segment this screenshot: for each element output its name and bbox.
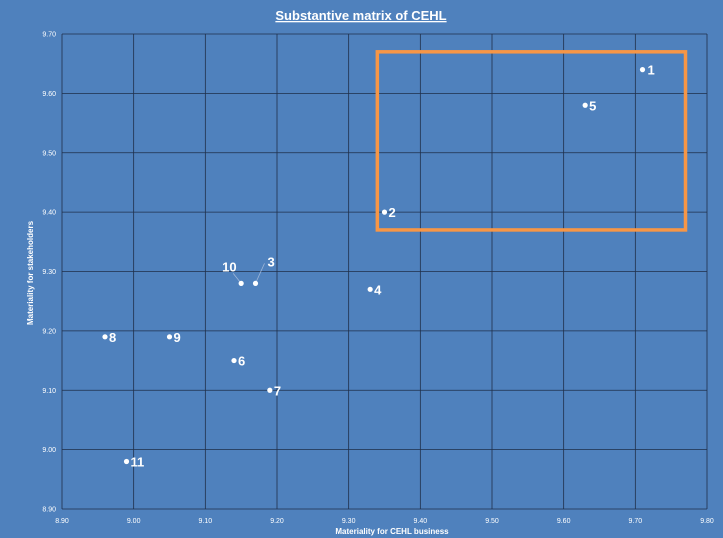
data-point-label: 9 [174,330,181,345]
x-tick-label: 9.00 [127,518,141,525]
data-point-label: 6 [238,354,245,369]
leader-line [255,263,265,284]
data-point-1 [639,67,646,73]
data-point-label: 3 [268,254,275,269]
point-layer: 1 2 3 4 5 6 7 8 9 10 11 [102,63,655,470]
data-point-label: 10 [222,259,236,274]
tick-layer: 8.90 9.00 9.10 9.20 9.30 9.40 9.50 9.60 9.70 9.80… [42,32,714,526]
y-tick-label: 9.30 [42,269,56,276]
highlight-layer [375,50,688,232]
y-tick-label: 9.50 [42,150,56,157]
x-tick-label: 9.60 [557,518,571,525]
data-point-label: 1 [648,63,655,78]
y-tick-label: 8.90 [42,507,56,514]
y-tick-label: 9.00 [42,447,56,454]
data-point-9 [166,334,173,340]
data-point-3 [252,280,259,286]
y-tick-label: 9.40 [42,210,56,217]
chart-title: Substantive matrix of CEHL [275,8,446,23]
data-point-label: 8 [109,330,116,345]
x-tick-label: 9.50 [485,518,499,525]
data-point-label: 4 [374,282,382,297]
y-tick-label: 9.70 [42,32,56,39]
data-point-5 [582,102,588,108]
highlight-box [375,50,688,232]
x-tick-label: 9.40 [414,518,428,525]
grid-layer [61,33,708,510]
data-point-label: 2 [389,205,396,220]
x-tick-label: 9.70 [629,518,643,525]
x-tick-label: 9.20 [270,518,284,525]
data-point-label: 11 [131,455,145,470]
data-point-7 [267,387,273,393]
y-tick-label: 9.60 [42,91,56,98]
x-tick-label: 8.90 [55,518,69,525]
y-axis-label: Materiality for stakeholders [26,220,35,325]
data-point-label: 7 [274,383,281,398]
x-tick-label: 9.10 [199,518,213,525]
data-point-11 [123,458,130,465]
y-tick-label: 9.20 [42,328,56,335]
data-point-label: 5 [589,98,596,113]
y-tick-label: 9.10 [42,388,56,395]
x-tick-label: 9.80 [700,518,714,525]
data-point-6 [231,357,237,364]
data-point-4 [367,286,373,292]
data-point-8 [102,334,108,340]
x-axis-label: Materiality for CEHL business [335,527,449,536]
x-tick-label: 9.30 [342,518,356,525]
data-point-2 [381,209,388,215]
data-point-10 [238,280,244,286]
